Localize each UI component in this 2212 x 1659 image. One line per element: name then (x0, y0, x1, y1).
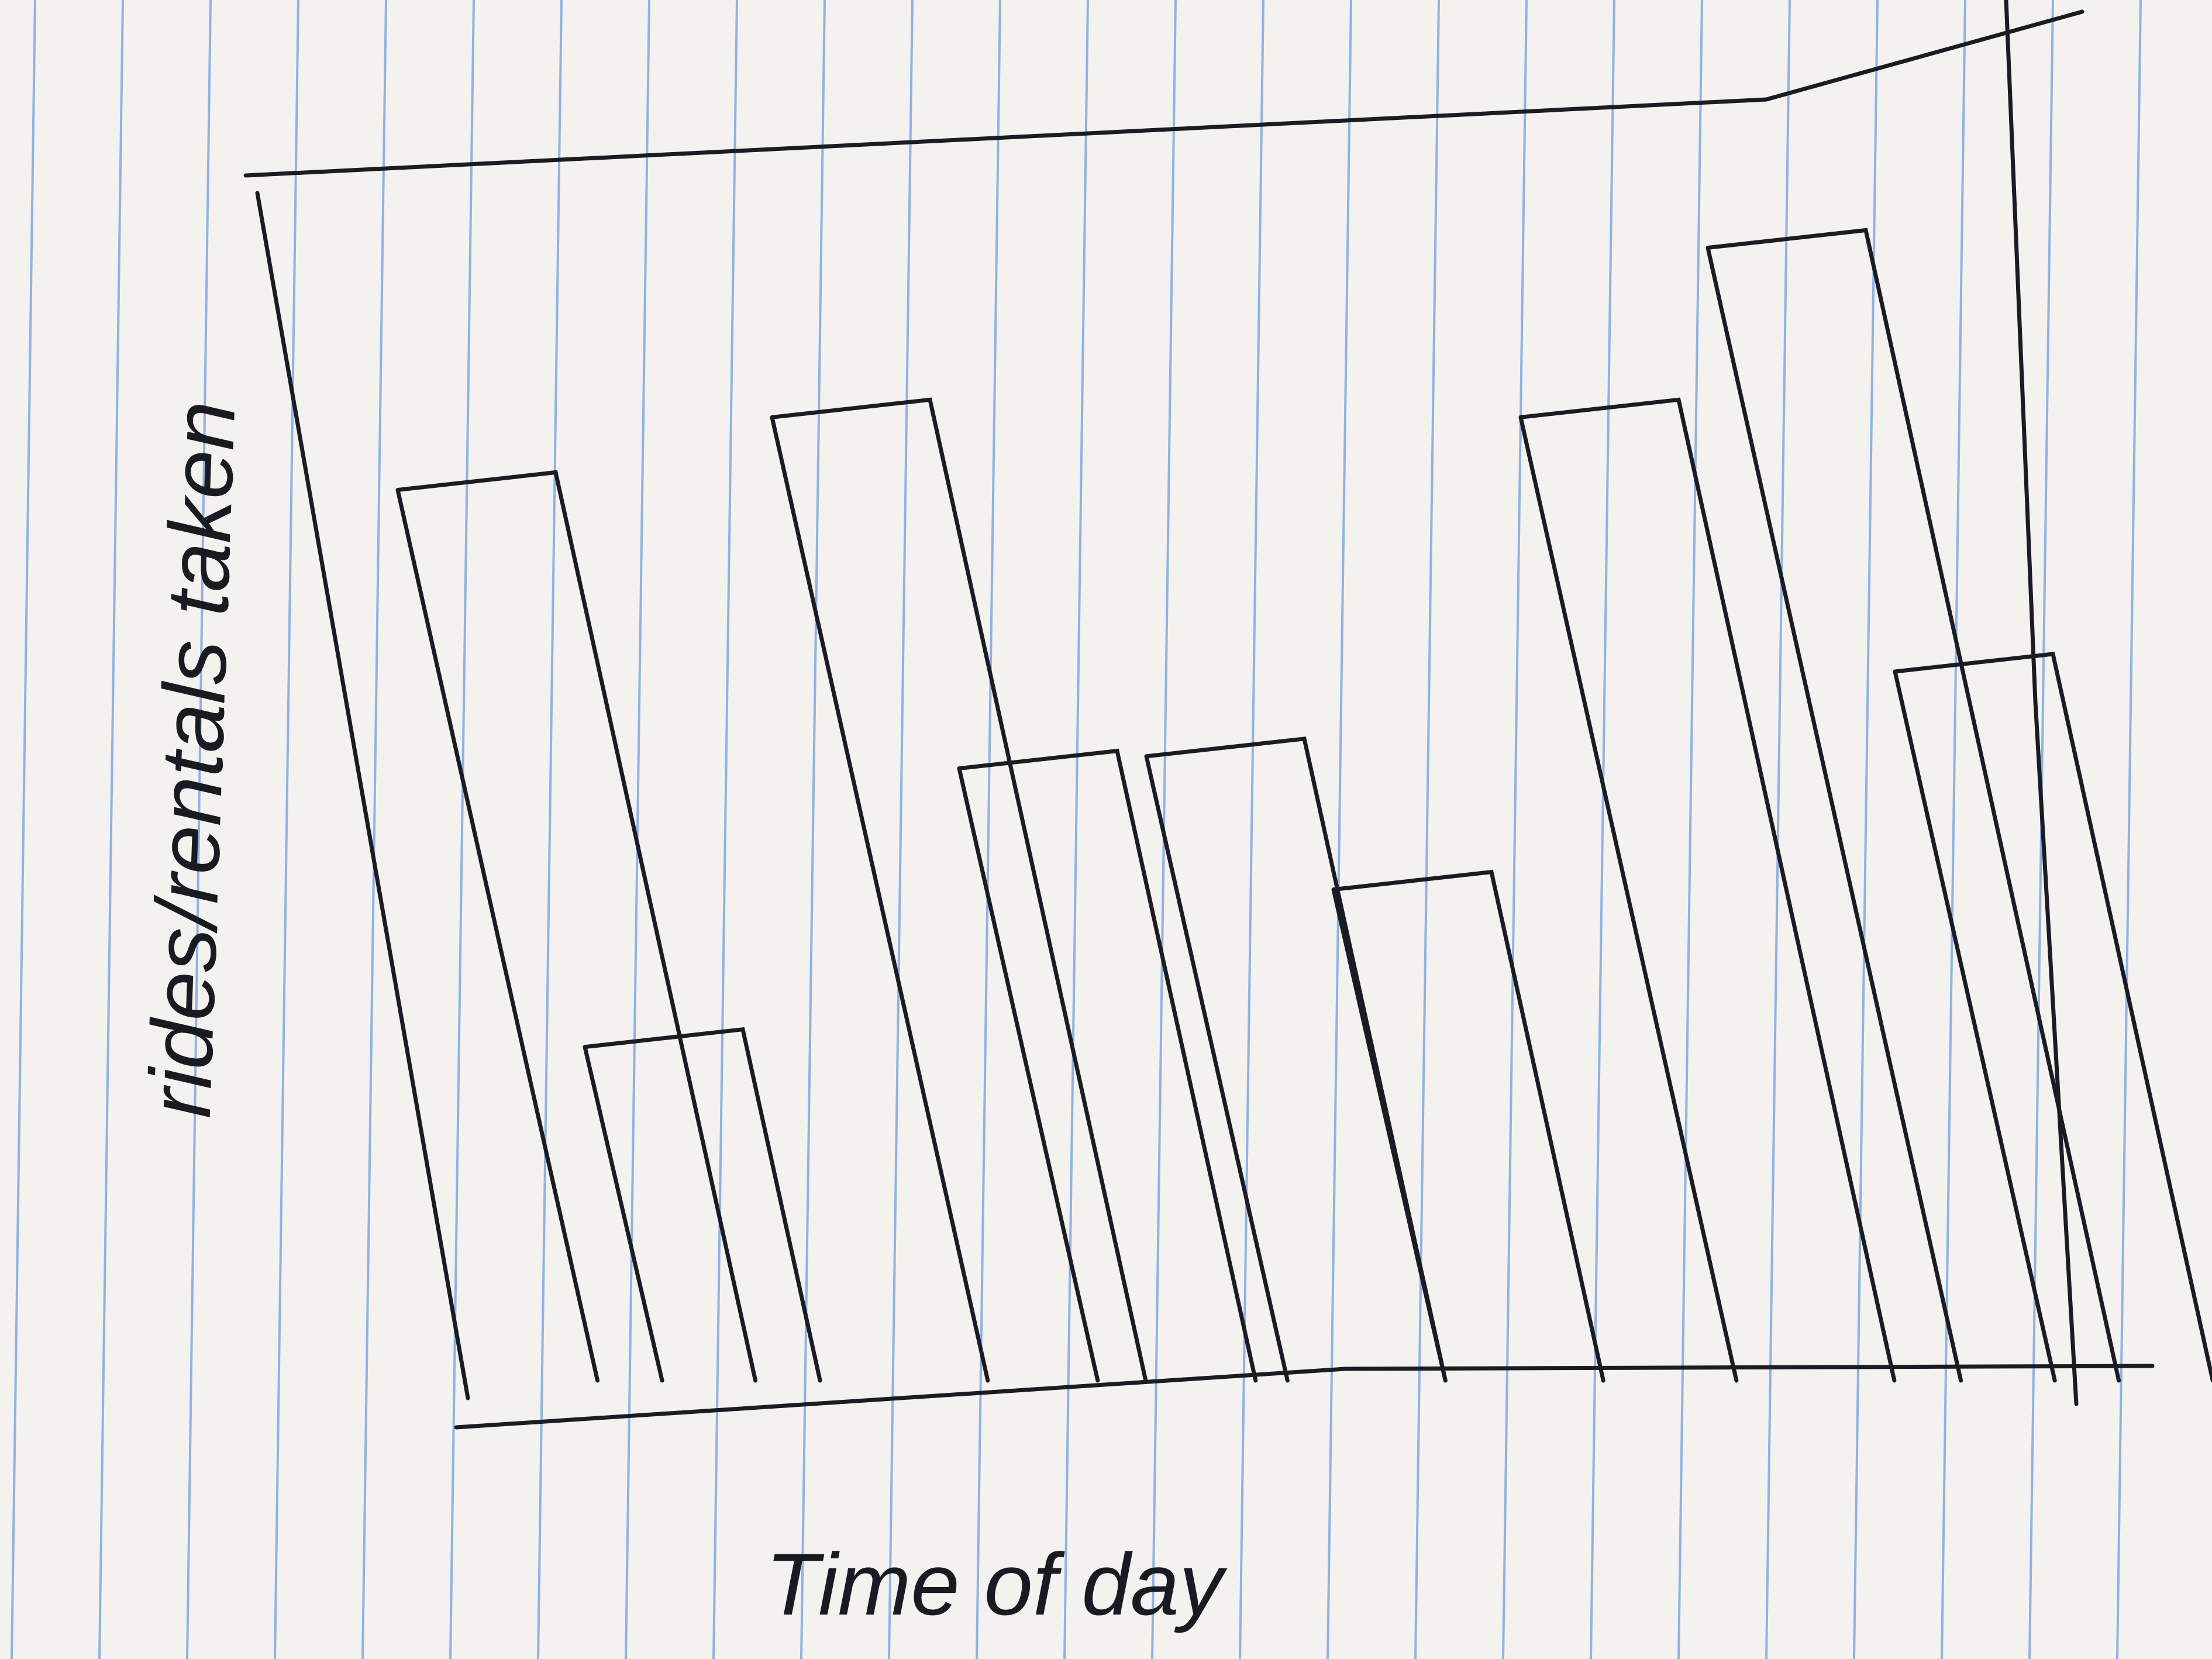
paper-rule (800, 0, 826, 1659)
bar (1893, 652, 2212, 1383)
frame-right (2004, 0, 2079, 1406)
paper-rule (712, 0, 738, 1659)
bar (1331, 869, 1605, 1383)
paper-rule (1677, 0, 1703, 1659)
paper-rule (1853, 0, 1879, 1659)
paper-rule (1326, 0, 1352, 1659)
bar (395, 470, 758, 1383)
paper-rule (625, 0, 650, 1659)
bar (1705, 228, 2121, 1383)
frame-top (243, 9, 2084, 178)
paper-rule (449, 0, 475, 1659)
paper-rule (274, 0, 299, 1659)
x-axis-label: Time of day (766, 1535, 1228, 1633)
paper-rule (976, 0, 1001, 1659)
paper-rule (888, 0, 914, 1659)
paper-rule (1063, 0, 1089, 1659)
paper-rule (1590, 0, 1615, 1659)
paper-rule (186, 0, 212, 1659)
x-axis (454, 1364, 2155, 1430)
bar (1144, 736, 1448, 1383)
bar (770, 397, 1148, 1383)
paper-rule (537, 0, 563, 1659)
bar (957, 748, 1258, 1383)
bar (583, 1027, 822, 1383)
y-axis-label: rides/rentals taken (130, 400, 254, 1120)
paper-rule (1765, 0, 1791, 1659)
paper-rule (1414, 0, 1440, 1659)
paper-rule (1941, 0, 1966, 1659)
paper-rule (1239, 0, 1265, 1659)
paper-rule (361, 0, 387, 1659)
paper-rule (11, 0, 36, 1659)
paper-rule (1502, 0, 1528, 1659)
paper-rules (11, 0, 2142, 1659)
paper-rule (2116, 0, 2142, 1659)
paper-rule (98, 0, 124, 1659)
bar (1518, 397, 1897, 1383)
frame-left (255, 191, 470, 1400)
